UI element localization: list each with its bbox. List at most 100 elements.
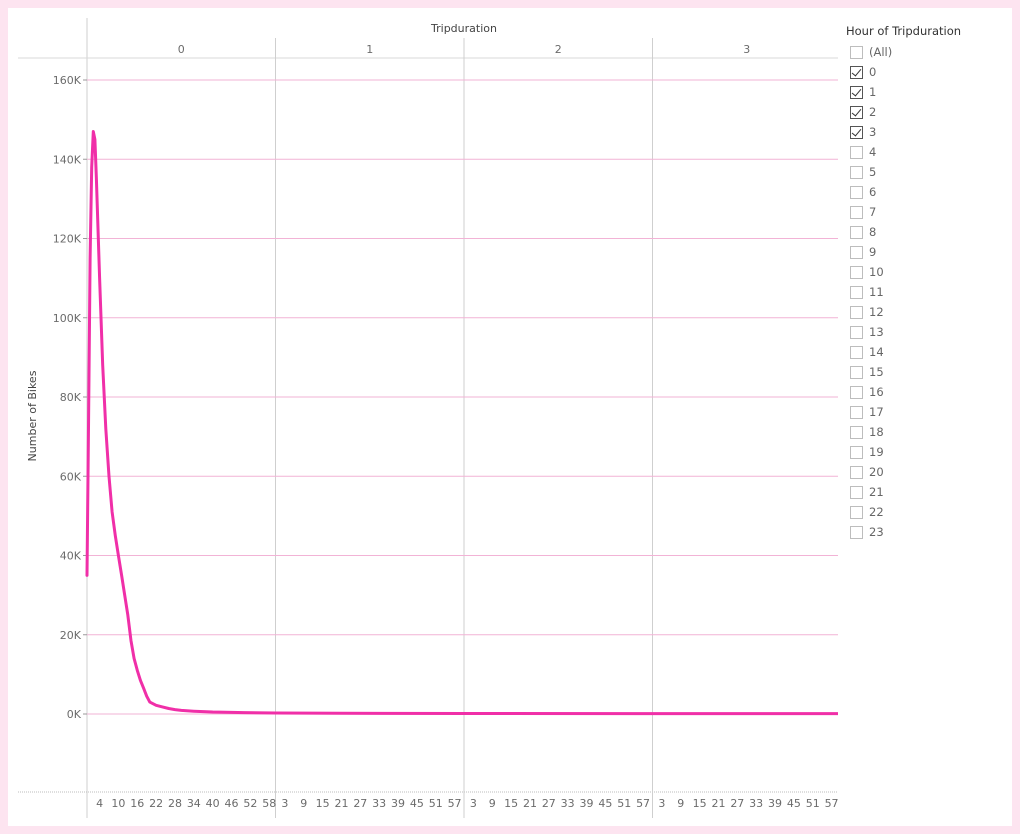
x-tick-label: 45	[598, 797, 612, 810]
line-chart: 0K 20K 40K 60K 80K 100K 120K 140K 160K Tripdurati…	[18, 18, 838, 818]
x-tick-label: 15	[316, 797, 330, 810]
legend-checkbox[interactable]	[850, 385, 863, 399]
legend-item-22[interactable]: 22	[846, 502, 1016, 522]
legend-checkbox[interactable]	[850, 145, 863, 159]
legend-item-3[interactable]: 3	[846, 122, 1016, 142]
panel-header-label: 1	[366, 43, 373, 56]
legend-checkbox[interactable]	[850, 425, 863, 439]
legend-item-4[interactable]: 4	[846, 142, 1016, 162]
x-tick-label: 27	[730, 797, 744, 810]
legend-item-label: 2	[869, 105, 877, 119]
legend-checkbox[interactable]	[850, 525, 863, 539]
y-tick-label: 20K	[60, 629, 82, 642]
x-tick-label: 34	[187, 797, 201, 810]
legend-checkbox[interactable]	[850, 305, 863, 319]
legend-item-12[interactable]: 12	[846, 302, 1016, 322]
x-tick-label: 39	[580, 797, 594, 810]
legend-checkbox[interactable]	[850, 205, 863, 219]
legend-checkbox[interactable]	[850, 85, 863, 99]
legend-item-13[interactable]: 13	[846, 322, 1016, 342]
legend-item-label: 18	[869, 425, 884, 439]
legend-item-label: 4	[869, 145, 877, 159]
x-tick-label: 51	[617, 797, 631, 810]
chart-title: Tripduration	[430, 22, 497, 35]
legend-item-all[interactable]: (All)	[846, 42, 1016, 62]
x-tick-label: 9	[489, 797, 496, 810]
x-tick-label: 3	[281, 797, 288, 810]
legend-checkbox[interactable]	[850, 505, 863, 519]
legend-item-16[interactable]: 16	[846, 382, 1016, 402]
legend-item-6[interactable]: 6	[846, 182, 1016, 202]
x-tick-label: 46	[225, 797, 239, 810]
x-tick-label: 52	[243, 797, 257, 810]
legend-item-7[interactable]: 7	[846, 202, 1016, 222]
legend-item-label: 12	[869, 305, 884, 319]
legend-checkbox[interactable]	[850, 225, 863, 239]
legend-item-5[interactable]: 5	[846, 162, 1016, 182]
panel-header-label: 2	[555, 43, 562, 56]
legend-item-label: 6	[869, 185, 877, 199]
x-tick-label: 21	[334, 797, 348, 810]
legend-checkbox[interactable]	[850, 445, 863, 459]
legend-item-8[interactable]: 8	[846, 222, 1016, 242]
legend-item-9[interactable]: 9	[846, 242, 1016, 262]
legend-item-label: 19	[869, 445, 884, 459]
legend-item-label: 17	[869, 405, 884, 419]
y-tick-label: 40K	[60, 550, 82, 563]
x-tick-label: 9	[300, 797, 307, 810]
legend-item-2[interactable]: 2	[846, 102, 1016, 122]
legend-checkbox[interactable]	[850, 325, 863, 339]
x-tick-label: 33	[561, 797, 575, 810]
legend-checkbox[interactable]	[850, 485, 863, 499]
y-tick-label: 60K	[60, 470, 82, 483]
dashboard-panel: 0K 20K 40K 60K 80K 100K 120K 140K 160K Tripdurati…	[8, 8, 1012, 826]
legend-item-21[interactable]: 21	[846, 482, 1016, 502]
legend-item-20[interactable]: 20	[846, 462, 1016, 482]
legend-checkbox[interactable]	[850, 405, 863, 419]
x-tick-label: 33	[372, 797, 386, 810]
legend-item-label: 21	[869, 485, 884, 499]
x-tick-label: 33	[749, 797, 763, 810]
legend-item-label: 8	[869, 225, 877, 239]
x-tick-label: 51	[806, 797, 820, 810]
y-tick-label: 100K	[53, 312, 82, 325]
legend-item-23[interactable]: 23	[846, 522, 1016, 542]
y-tick-label: 0K	[67, 708, 82, 721]
legend-checkbox[interactable]	[850, 45, 863, 59]
legend-item-1[interactable]: 1	[846, 82, 1016, 102]
legend-item-label: 3	[869, 125, 877, 139]
legend-checkbox[interactable]	[850, 285, 863, 299]
legend-checkbox[interactable]	[850, 465, 863, 479]
x-tick-label: 4	[96, 797, 103, 810]
legend-checkbox[interactable]	[850, 65, 863, 79]
x-tick-label: 57	[636, 797, 650, 810]
y-axis-title: Number of Bikes	[26, 370, 39, 461]
legend-item-14[interactable]: 14	[846, 342, 1016, 362]
legend-item-label: 10	[869, 265, 884, 279]
legend-checkbox[interactable]	[850, 345, 863, 359]
legend-items: (All) 0 1 2 3 4 5 6 7 8 9 10 11 12 13 14 15 16 17 18 19 20 21 2…	[846, 42, 1016, 542]
legend-item-19[interactable]: 19	[846, 442, 1016, 462]
legend-item-10[interactable]: 10	[846, 262, 1016, 282]
legend-item-15[interactable]: 15	[846, 362, 1016, 382]
x-tick-label: 3	[658, 797, 665, 810]
legend-checkbox[interactable]	[850, 165, 863, 179]
y-tick-label: 160K	[53, 74, 82, 87]
legend-checkbox[interactable]	[850, 105, 863, 119]
legend-item-label: 23	[869, 525, 884, 539]
legend-item-17[interactable]: 17	[846, 402, 1016, 422]
legend-checkbox[interactable]	[850, 185, 863, 199]
legend-checkbox[interactable]	[850, 265, 863, 279]
legend-title: Hour of Tripduration	[846, 24, 962, 38]
x-tick-label: 39	[391, 797, 405, 810]
legend-item-11[interactable]: 11	[846, 282, 1016, 302]
x-tick-label: 10	[111, 797, 125, 810]
x-tick-label: 15	[504, 797, 518, 810]
legend-checkbox[interactable]	[850, 365, 863, 379]
x-tick-label: 22	[149, 797, 163, 810]
legend-item-label: (All)	[869, 45, 893, 59]
legend-item-18[interactable]: 18	[846, 422, 1016, 442]
legend-checkbox[interactable]	[850, 125, 863, 139]
legend-item-0[interactable]: 0	[846, 62, 1016, 82]
legend-checkbox[interactable]	[850, 245, 863, 259]
